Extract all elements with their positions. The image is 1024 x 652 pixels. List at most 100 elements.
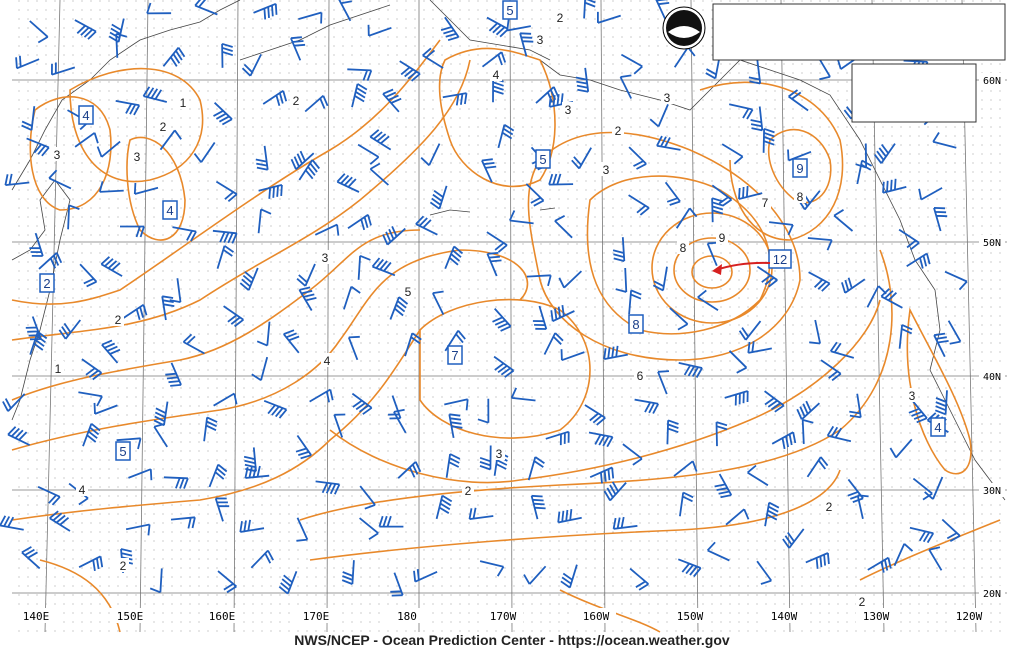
wind-barb <box>764 501 780 527</box>
wind-barb <box>256 321 271 347</box>
longitude-label-box <box>387 608 427 623</box>
wind-barb <box>357 143 380 165</box>
wind-barb <box>508 210 534 225</box>
wind-barb <box>223 305 244 328</box>
wind-barb <box>947 320 962 345</box>
wind-barb <box>724 390 749 406</box>
wind-barb <box>304 95 329 113</box>
wind-barb <box>805 552 830 569</box>
storm-arrowhead <box>712 264 722 275</box>
longitude-label-box <box>483 608 523 623</box>
contour-label: 6 <box>637 369 644 383</box>
contour-label: 2 <box>120 559 127 573</box>
contour-label-bg <box>716 230 728 244</box>
wind-barb <box>530 494 546 520</box>
wind-barb <box>669 307 689 331</box>
longitude-label: 170W <box>490 610 517 623</box>
wind-barb <box>535 86 560 104</box>
wind-barb <box>575 67 590 93</box>
wind-barb <box>278 570 298 595</box>
wind-barb <box>849 393 862 419</box>
wind-barb <box>560 564 578 589</box>
wave-max-box <box>792 158 808 178</box>
contour-label-bg <box>112 312 124 326</box>
wind-barb <box>738 185 763 200</box>
wind-barb <box>898 324 913 349</box>
wind-barb <box>15 55 40 70</box>
wind-barb <box>153 401 169 427</box>
wind-barb <box>4 173 30 186</box>
wind-barb <box>550 304 575 323</box>
wind-barb <box>912 477 933 501</box>
wind-barb <box>583 0 596 19</box>
wind-barb <box>315 480 341 495</box>
wind-barb <box>149 568 163 594</box>
wave-max-label: 4 <box>82 108 89 123</box>
wind-barb <box>100 256 123 277</box>
header-box <box>712 3 1006 61</box>
wind-barb <box>120 225 145 238</box>
wind-barb <box>213 392 238 407</box>
wind-barb <box>589 466 615 484</box>
contour-label-bg <box>131 149 143 163</box>
contour-label: 3 <box>322 251 329 265</box>
wind-barb <box>918 187 943 201</box>
wind-barb <box>390 572 404 597</box>
wind-barb <box>908 399 928 424</box>
contour-label-bg <box>906 388 918 402</box>
wind-barb <box>263 399 288 419</box>
wind-barb <box>74 19 97 40</box>
wind-barb <box>82 422 101 447</box>
wind-barb <box>165 362 182 387</box>
wind-barb <box>445 453 461 478</box>
wind-barb <box>399 60 421 82</box>
latitude-label-box <box>979 369 1005 383</box>
wind-barb <box>49 510 71 532</box>
longitude-label: 170E <box>303 610 330 623</box>
wind-barb <box>898 228 920 251</box>
wind-barb <box>194 0 218 16</box>
latitude-label-box <box>979 586 1005 600</box>
wind-barb <box>933 207 948 232</box>
wind-barb <box>347 68 373 82</box>
wind-barb <box>477 398 490 424</box>
contour-label: 3 <box>664 91 671 105</box>
wind-barb <box>442 92 468 106</box>
wind-barb <box>657 370 670 395</box>
wind-barb <box>747 464 769 487</box>
wind-barb <box>788 89 809 112</box>
wind-barb <box>347 335 360 361</box>
contour-label-bg <box>321 353 333 367</box>
wind-barb <box>250 549 274 569</box>
wind-barb <box>882 178 907 194</box>
wind-barb <box>796 400 821 421</box>
wind-barb <box>715 421 728 447</box>
wind-barb <box>527 456 545 481</box>
wind-barb <box>558 270 583 289</box>
wind-barb <box>932 132 957 149</box>
wind-barb <box>98 181 124 193</box>
wind-barb <box>809 319 821 345</box>
wind-barb <box>629 567 649 591</box>
contour-label-bg <box>759 195 771 209</box>
wind-barb <box>560 349 585 362</box>
wind-barb <box>440 16 460 42</box>
wind-barb <box>492 307 512 332</box>
wind-barb <box>725 508 750 526</box>
wind-barb <box>656 135 681 151</box>
wind-barb <box>21 106 36 131</box>
wind-barb <box>241 53 262 77</box>
latitude-label: 40N <box>983 372 1001 383</box>
latitude-label-box <box>979 73 1005 87</box>
wind-barb <box>359 485 376 510</box>
wind-barb <box>867 556 892 573</box>
wind-barb <box>393 408 407 434</box>
wind-barb <box>826 425 852 443</box>
contour-label: 3 <box>496 447 503 461</box>
wind-barb <box>944 270 968 291</box>
noaa-logo <box>662 6 706 50</box>
wind-barb <box>924 476 944 500</box>
wind-barb <box>182 333 205 355</box>
contour-label-bg <box>554 10 566 24</box>
